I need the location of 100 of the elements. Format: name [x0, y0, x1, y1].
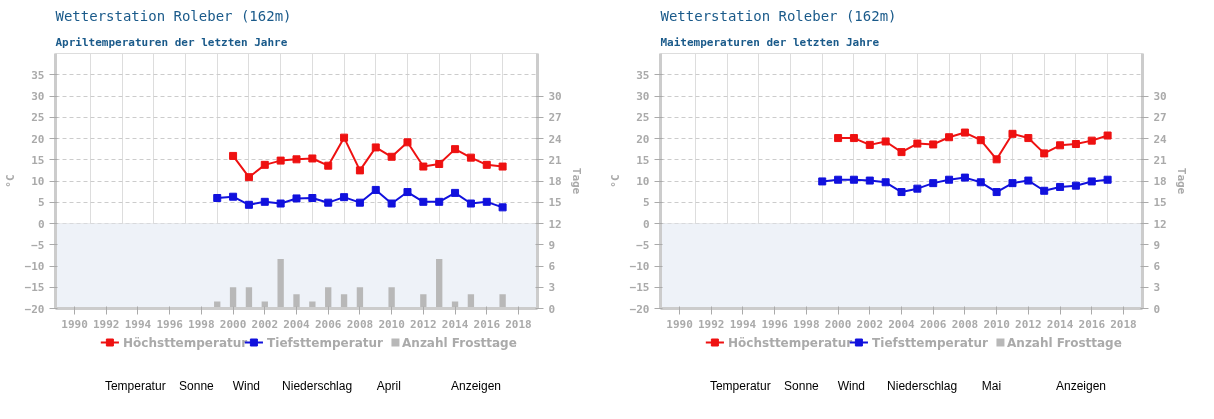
y2-axis-title: Tage	[569, 167, 583, 195]
y-tick-label: −10	[24, 260, 45, 273]
text: April	[376, 378, 401, 393]
point	[244, 173, 253, 182]
point	[371, 143, 380, 152]
text: Niederschlag	[282, 378, 353, 393]
chart-subtitle: Apriltemperaturen der letzten Jahre	[55, 35, 288, 49]
point	[1087, 177, 1096, 186]
point	[1056, 182, 1065, 191]
y-axis-title: °C	[3, 174, 17, 188]
point	[213, 194, 222, 202]
x-tick-label: 2016	[1078, 317, 1106, 331]
x-tick-label: 1992	[92, 317, 120, 331]
x-tick-label: 2002	[251, 317, 279, 331]
chart-title: Wetterstation Roleber (162m)	[660, 7, 897, 24]
point	[260, 197, 269, 206]
x-tick-label: 1990	[61, 317, 88, 331]
y2-tick-label: 24	[1153, 132, 1168, 146]
y2-tick-label: 18	[548, 175, 562, 188]
bar	[436, 258, 443, 309]
text: Anzeigen	[450, 378, 502, 393]
point	[1087, 136, 1096, 145]
point	[1024, 134, 1033, 143]
point	[992, 188, 1001, 197]
x-tick-label: 2012	[1015, 317, 1042, 331]
bar	[499, 294, 506, 309]
point	[355, 166, 364, 175]
bar	[420, 294, 427, 309]
point	[992, 155, 1001, 164]
x-tick-label: 1994	[729, 317, 757, 331]
x-tick-label: 1996	[761, 317, 789, 331]
point	[1103, 175, 1112, 184]
bar	[277, 258, 284, 309]
text: Temperatur	[104, 378, 166, 393]
text: Anzeigen	[1055, 378, 1107, 393]
y-tick-label: 15	[636, 153, 650, 167]
y-tick-label: 25	[636, 111, 650, 125]
x-tick-label: 1990	[666, 317, 693, 331]
chart-subtitle: Maitemperaturen der letzten Jahre	[660, 35, 880, 49]
y2-tick-label: 15	[548, 196, 562, 210]
point	[897, 148, 906, 157]
y2-tick-label: 21	[548, 153, 563, 167]
y-tick-label: 20	[31, 132, 45, 146]
y2-tick-label: 27	[548, 111, 562, 125]
point	[929, 140, 938, 149]
y2-tick-label: 6	[548, 260, 556, 273]
point	[451, 145, 460, 154]
legend-label: Anzahl Frosttage	[1007, 335, 1122, 350]
y2-tick-label: 6	[1153, 260, 1161, 273]
point	[865, 140, 874, 149]
y2-tick-label: 24	[548, 132, 563, 146]
y-tick-label: −10	[629, 260, 650, 273]
y-tick-label: −5	[636, 238, 650, 252]
point	[1103, 131, 1112, 140]
point	[292, 155, 301, 164]
point	[1056, 141, 1065, 150]
x-tick-label: 2018	[1110, 317, 1137, 331]
bar	[309, 301, 316, 309]
point	[324, 161, 333, 170]
x-tick-label: 2012	[410, 317, 437, 331]
legend-label: Höchsttemperatur	[123, 335, 248, 350]
y2-tick-label: 18	[1153, 175, 1167, 188]
point	[244, 200, 253, 209]
point	[913, 139, 922, 148]
legend-label: Anzahl Frosttage	[402, 335, 517, 350]
x-tick-label: 2006	[314, 317, 342, 331]
point	[371, 185, 380, 194]
point	[260, 160, 269, 169]
y-tick-label: −15	[629, 281, 650, 295]
bar	[293, 294, 300, 309]
point	[945, 133, 954, 142]
point	[340, 193, 349, 202]
x-tick-label: 2006	[919, 317, 947, 331]
legend-label: Tiefsttemperatur	[872, 335, 989, 350]
point	[849, 134, 858, 143]
point	[229, 192, 238, 201]
x-tick-label: 2016	[473, 317, 501, 331]
point	[960, 173, 969, 182]
x-tick-label: 1996	[156, 317, 184, 331]
point	[834, 134, 843, 143]
point	[1071, 140, 1080, 149]
bar	[388, 287, 395, 309]
point	[355, 198, 364, 207]
y-tick-label: 30	[636, 90, 650, 103]
y2-tick-label: 9	[548, 238, 556, 252]
point	[498, 162, 507, 171]
x-tick-label: 2000	[219, 317, 247, 331]
y-tick-label: −20	[24, 302, 45, 316]
y2-tick-label: 0	[1153, 302, 1161, 316]
point	[865, 176, 874, 185]
y2-tick-label: 3	[548, 281, 556, 295]
point	[308, 194, 317, 202]
y2-tick-label: 30	[1153, 90, 1167, 103]
point	[929, 179, 938, 188]
point	[466, 153, 475, 162]
y2-tick-label: 27	[1153, 111, 1167, 125]
point	[849, 175, 858, 184]
point	[308, 154, 317, 163]
point	[881, 178, 890, 187]
point	[818, 177, 827, 186]
